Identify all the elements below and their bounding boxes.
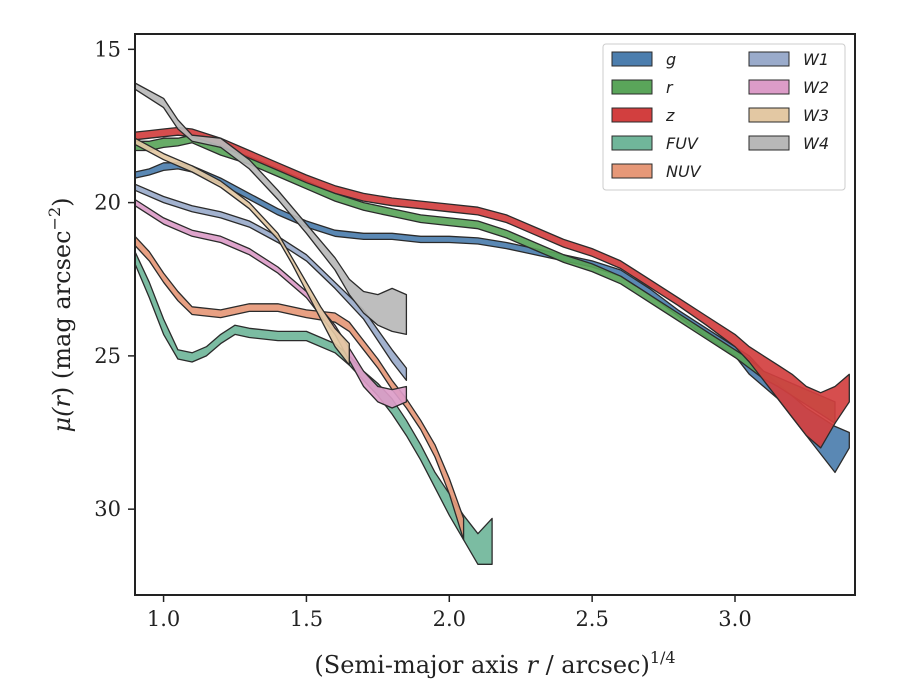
series-band-w3: [134, 137, 350, 366]
y-axis-label-close: ): [48, 197, 76, 206]
series-band-nuv: [134, 235, 465, 541]
x-axis-label-rest: / arcsec): [538, 651, 650, 679]
y-tick-label: 20: [94, 191, 121, 215]
x-tick-label: 1.5: [290, 607, 323, 631]
legend-label-w1: W1: [803, 50, 829, 69]
y-axis-label-variable: r: [48, 395, 76, 408]
series-band-w4: [134, 82, 408, 336]
y-tick-label: 15: [94, 37, 121, 61]
legend-swatch-w2: [748, 79, 790, 95]
legend-label-r: r: [666, 78, 674, 97]
y-axis-label: μ(r) (mag arcsec−2): [45, 197, 76, 432]
x-axis-label-exponent: 1/4: [650, 648, 676, 667]
legend-label-g: g: [666, 50, 676, 69]
series-band-w1: [134, 183, 408, 382]
y-axis-label-exponent: −2: [45, 207, 64, 231]
legend-label-fuv: FUV: [666, 134, 699, 153]
series-band-w2: [134, 198, 408, 409]
x-tick-label: 2.0: [433, 607, 466, 631]
legend-label-w3: W3: [803, 106, 829, 125]
plot-frame: [134, 33, 856, 596]
series-band-z: [134, 126, 850, 449]
legend-label-w2: W2: [803, 78, 829, 97]
legend-swatch-r: [611, 79, 653, 95]
ticks-layer: 1.0 1.5 2.0 2.5 3.0 15 20 25 30: [94, 37, 751, 631]
legend-swatch-w1: [748, 51, 790, 67]
legend-swatch-w4: [748, 135, 790, 151]
legend-label-w4: W4: [803, 134, 829, 153]
series-band-fuv: [134, 251, 493, 565]
legend: grz FUV NUV W1 W2 W3 W4: [602, 43, 846, 191]
x-axis-label: (Semi-major axis r / arcsec)1/4: [314, 648, 675, 679]
legend-swatch-g: [611, 51, 653, 67]
x-tick-label: 3.0: [718, 607, 751, 631]
x-tick-label: 1.0: [147, 607, 180, 631]
legend-label-nuv: NUV: [666, 162, 702, 181]
legend-swatch-w3: [748, 107, 790, 123]
legend-swatch-fuv: [611, 135, 653, 151]
y-tick-label: 25: [94, 344, 121, 368]
legend-label-z: z: [665, 106, 675, 125]
series-layer: [134, 82, 850, 565]
y-axis-label-rest: ) (mag arcsec: [48, 230, 76, 396]
x-axis-label-variable: r: [526, 651, 539, 679]
legend-swatch-nuv: [611, 163, 653, 179]
legend-swatch-z: [611, 107, 653, 123]
y-tick-label: 30: [94, 497, 121, 521]
x-tick-label: 2.5: [575, 607, 608, 631]
y-axis-label-mu: μ(: [48, 407, 76, 433]
x-axis-label-main: (Semi-major axis: [314, 651, 526, 679]
series-band-g: [134, 162, 850, 474]
